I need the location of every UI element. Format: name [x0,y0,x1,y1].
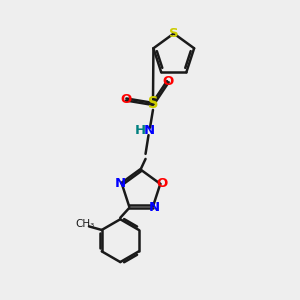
Text: CH₃: CH₃ [76,219,95,229]
Text: S: S [148,96,158,111]
Text: S: S [169,27,178,40]
Text: H: H [135,124,146,137]
Text: N: N [115,177,126,190]
Text: O: O [121,93,132,106]
Text: N: N [149,201,160,214]
Text: O: O [156,177,167,190]
Text: O: O [162,75,173,88]
Text: N: N [144,124,155,137]
